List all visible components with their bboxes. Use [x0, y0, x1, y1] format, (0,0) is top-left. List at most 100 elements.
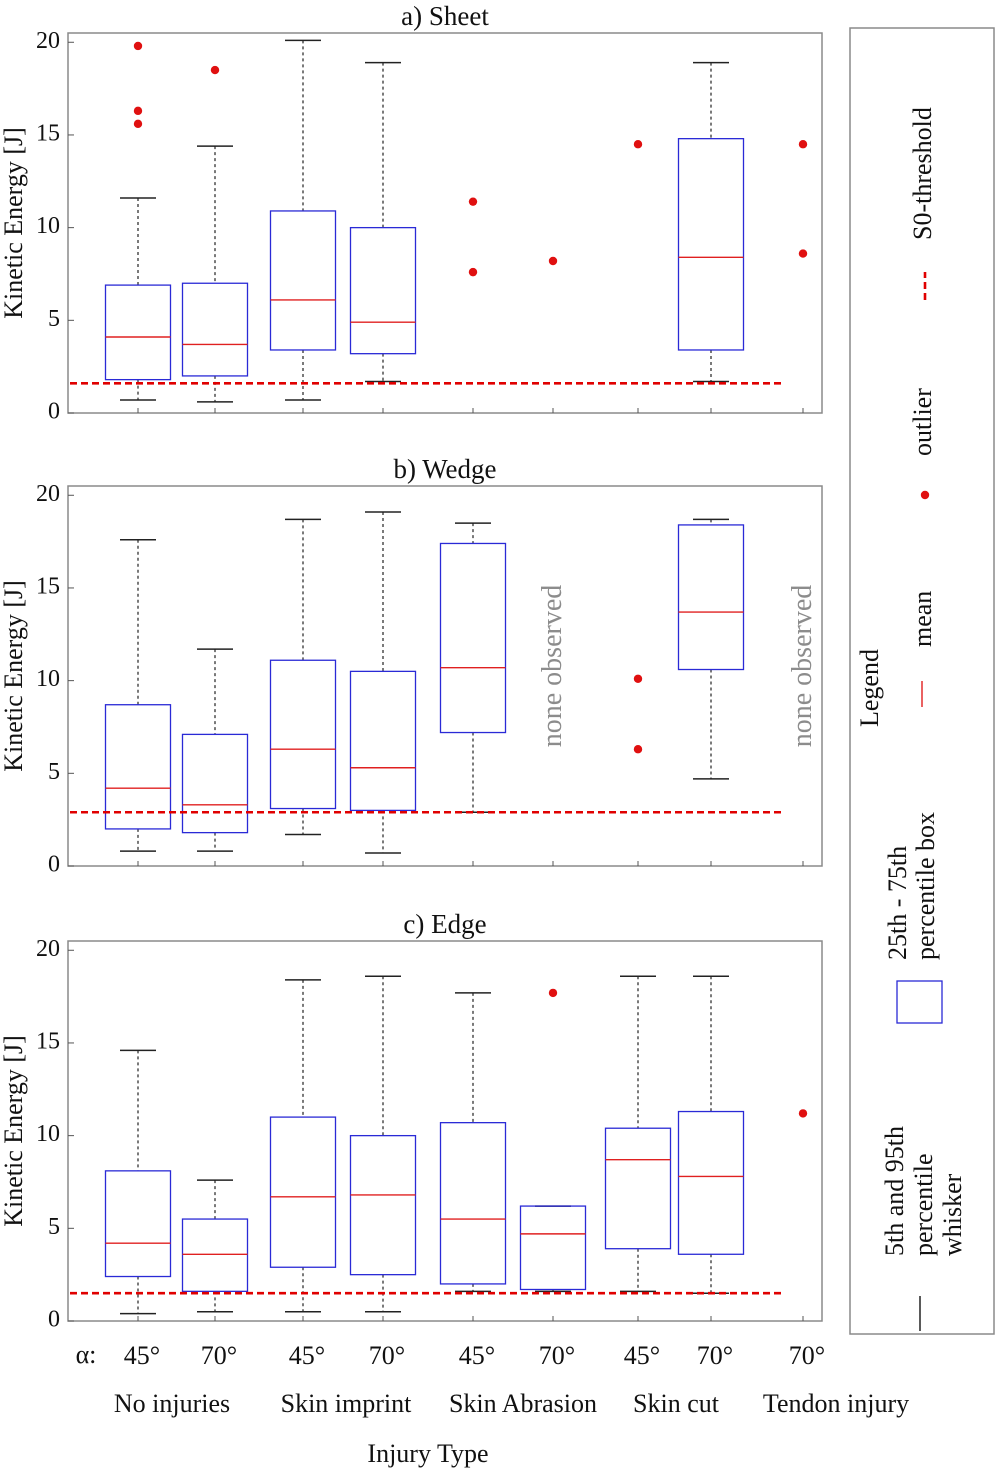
y-tick-label: 5	[48, 306, 60, 332]
box-7	[677, 61, 745, 383]
angle-label: 45°	[459, 1341, 495, 1370]
percentile-box	[677, 524, 745, 671]
y-axis-title: Kinetic Energy [J]	[0, 580, 28, 772]
legend-title: Legend	[855, 649, 884, 727]
percentile-box	[349, 670, 417, 812]
legend-frame	[849, 27, 995, 1335]
angle-label: 45°	[624, 1341, 660, 1370]
y-tick-label: 10	[36, 1121, 60, 1147]
percentile-box	[181, 1218, 249, 1292]
percentile-box	[349, 226, 417, 355]
outlier-point	[548, 256, 558, 266]
box-4	[439, 992, 507, 1293]
percentile-box	[269, 1116, 337, 1268]
percentile-box	[104, 704, 172, 830]
angle-label: 70°	[539, 1341, 575, 1370]
y-tick-label: 20	[36, 28, 60, 54]
box-2	[269, 518, 337, 836]
y-tick-label: 10	[36, 213, 60, 239]
x-axis: α: 45° 70° 45° 70° 45° 70° 45° 70° 70° No injuries…	[76, 1340, 910, 1468]
y-tick-label: 5	[48, 759, 60, 785]
panel-1: a) Sheet 0 5 10 15 20 Kinetic Energy [J]	[0, 1, 823, 425]
percentile-box	[269, 659, 337, 810]
box-3	[349, 511, 417, 854]
legend-whisker-label: percentile	[909, 1154, 938, 1257]
x-axis-title: Injury Type	[367, 1439, 488, 1468]
outlier-point	[798, 249, 808, 258]
outlier-point	[133, 119, 143, 129]
legend-outlier-symbol	[920, 490, 930, 500]
box-2	[269, 979, 337, 1313]
y-tick-label: 20	[36, 481, 60, 507]
box-0	[104, 1049, 172, 1315]
plot-frame	[67, 940, 823, 1322]
angle-label: 45°	[124, 1341, 160, 1370]
percentile-box	[349, 1134, 417, 1276]
outlier-point	[133, 41, 143, 51]
legend-mean-label: mean	[908, 591, 937, 647]
legend-whisker-label: whisker	[938, 1173, 967, 1256]
box-2	[269, 39, 337, 401]
box-5	[519, 1205, 587, 1293]
outlier-point	[468, 197, 478, 206]
legend: Legend S0-threshold outlier mean 25th - 75th…	[849, 27, 995, 1335]
panel-2: b) Wedge 0 5 10 15 20 Kinetic Energy [J] none o…	[0, 454, 823, 878]
percentile-box	[519, 1205, 587, 1291]
outlier-point	[633, 674, 643, 683]
box-7	[677, 518, 745, 780]
y-tick-label: 10	[36, 666, 60, 692]
box-1	[181, 1179, 249, 1313]
alpha-label: α:	[76, 1340, 97, 1369]
percentile-box	[439, 1122, 507, 1285]
percentile-box	[269, 210, 337, 351]
box-1	[181, 145, 249, 403]
legend-whisker-label: 5th and 95th	[880, 1126, 909, 1256]
y-tick-label: 0	[48, 399, 60, 425]
y-tick-label: 15	[36, 1028, 60, 1054]
percentile-box	[181, 733, 249, 834]
y-tick-label: 0	[48, 852, 60, 878]
category-label: Skin cut	[633, 1389, 720, 1418]
percentile-box	[604, 1127, 672, 1250]
box-7	[677, 975, 745, 1294]
percentile-box	[677, 138, 745, 351]
box-0	[104, 539, 172, 852]
category-label: Skin imprint	[281, 1389, 413, 1418]
percentile-box	[181, 282, 249, 377]
plot-frame	[67, 485, 823, 867]
category-label: Skin Abrasion	[449, 1389, 597, 1418]
box-6	[604, 975, 672, 1293]
y-tick-label: 15	[36, 120, 60, 146]
outlier-point	[798, 1109, 808, 1118]
y-axis-title: Kinetic Energy [J]	[0, 1035, 28, 1227]
box-3	[349, 975, 417, 1313]
none-observed-label: none observed	[537, 585, 568, 748]
y-axis-title: Kinetic Energy [J]	[0, 127, 28, 319]
legend-box-symbol	[896, 980, 943, 1024]
y-tick-label: 5	[48, 1214, 60, 1240]
panel-title: c) Edge	[403, 909, 486, 939]
box-3	[349, 61, 417, 383]
y-tick-label: 0	[48, 1307, 60, 1333]
outlier-point	[133, 106, 143, 116]
box-4	[439, 522, 507, 813]
angle-label: 70°	[789, 1341, 825, 1370]
plot-frame	[67, 32, 823, 414]
box-0	[104, 197, 172, 401]
percentile-box	[439, 542, 507, 734]
outlier-point	[210, 65, 220, 75]
angle-label: 70°	[697, 1341, 733, 1370]
y-tick-label: 20	[36, 936, 60, 962]
legend-box-label: percentile box	[911, 812, 940, 960]
angle-label: 45°	[289, 1341, 325, 1370]
none-observed-label: none observed	[787, 585, 818, 748]
outlier-point	[633, 140, 643, 149]
outlier-point	[548, 988, 558, 998]
legend-box-label: 25th - 75th	[883, 846, 912, 960]
angle-label: 70°	[201, 1341, 237, 1370]
percentile-box	[104, 284, 172, 381]
outlier-point	[798, 140, 808, 149]
outlier-point	[633, 745, 643, 754]
